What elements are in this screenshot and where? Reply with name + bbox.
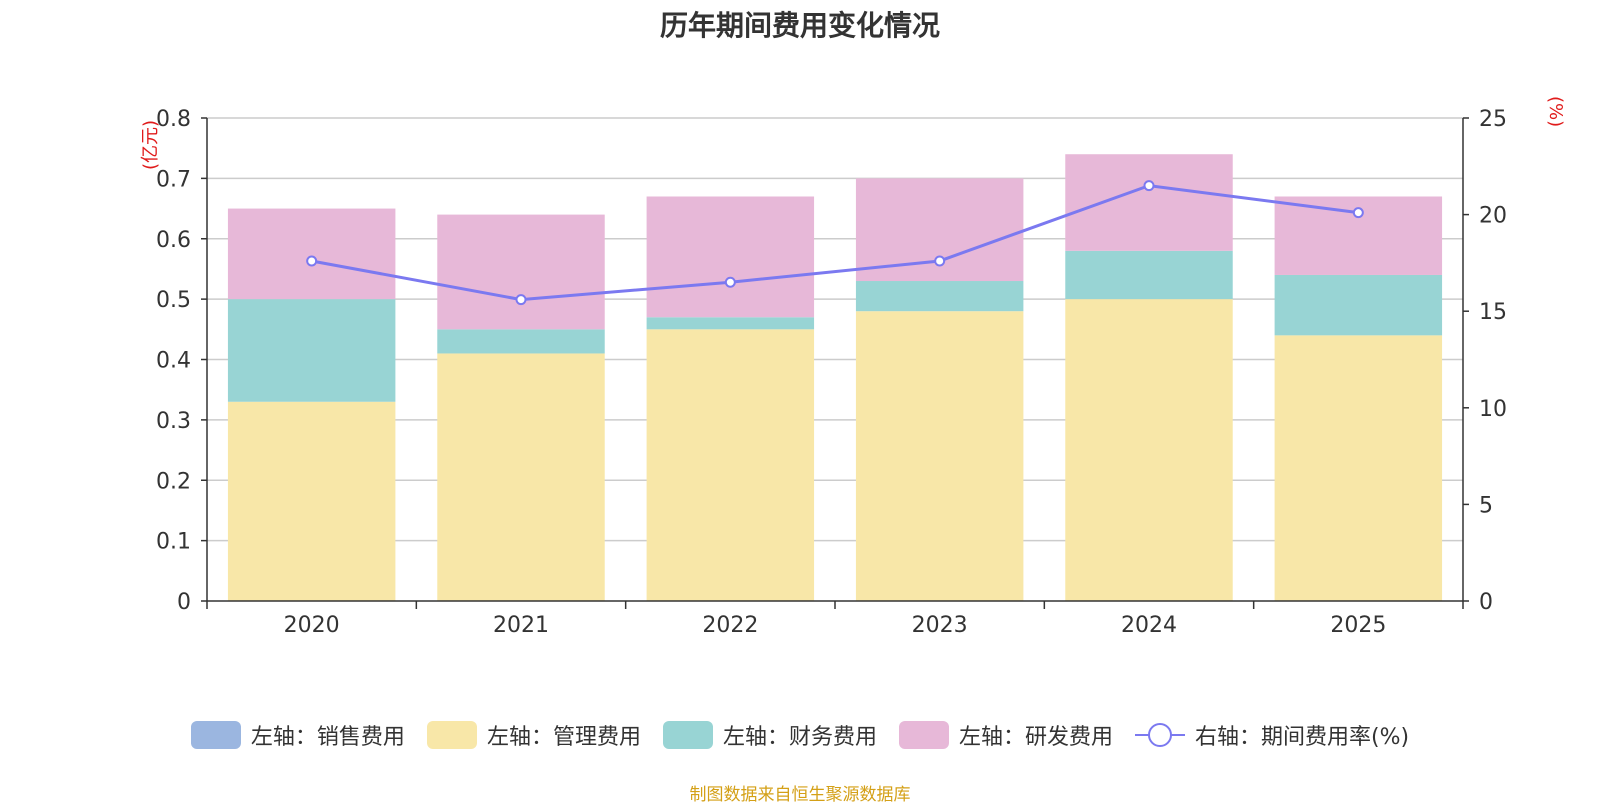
bar-segment-3 (646, 317, 815, 330)
x-axis-tick-label: 2020 (284, 613, 340, 638)
right-axis-tick-label: 20 (1479, 204, 1507, 229)
legend-item-expense-rate[interactable]: 右轴：期间费用率(%) (1134, 719, 1410, 751)
bar-segment-2 (855, 311, 1024, 601)
left-axis-tick-label: 0.6 (156, 228, 191, 253)
bar-segment-2 (646, 329, 815, 601)
expense-rate-line (311, 184, 1359, 302)
left-axis-tick-label: 0.3 (156, 409, 191, 434)
right-axis-tick-label: 25 (1479, 107, 1507, 132)
legend-item-sales[interactable]: 左轴：销售费用 (190, 719, 405, 751)
x-axis-tick-label: 2021 (493, 613, 549, 638)
bar-segment-3 (1065, 250, 1233, 300)
expense-rate-point (1143, 180, 1155, 192)
bar-segment-4 (437, 214, 605, 330)
expense-rate-point (934, 255, 946, 267)
legend-label-finance: 左轴：财务费用 (722, 725, 877, 750)
legend-label-sales: 左轴：销售费用 (250, 725, 405, 750)
source-note: 制图数据来自恒生聚源数据库 (689, 785, 911, 805)
bar-segment-3 (1274, 274, 1443, 336)
legend-label-admin: 左轴：管理费用 (486, 725, 641, 750)
right-axis-tick-label: 5 (1479, 493, 1493, 518)
x-axis-tick-label: 2022 (702, 613, 758, 638)
bar-segment-2 (1065, 299, 1233, 601)
expense-rate-point (306, 255, 318, 267)
bar-segment-4 (227, 208, 396, 300)
bar-segment-3 (855, 281, 1024, 312)
legend-swatch-finance (662, 721, 713, 749)
bar-segment-2 (1274, 335, 1443, 601)
left-axis-tick-label: 0.8 (156, 107, 191, 132)
bar-segment-2 (227, 401, 396, 601)
expense-rate-point (515, 294, 527, 306)
left-axis-tick-label: 0.5 (156, 288, 191, 313)
legend-label-expense-rate: 右轴：期间费用率(%) (1194, 725, 1410, 750)
bar-segment-3 (437, 329, 605, 354)
x-axis-tick-label: 2023 (912, 613, 968, 638)
bar-segment-2 (437, 353, 605, 601)
left-axis-tick-label: 0.2 (156, 469, 191, 494)
legend-swatch-admin (426, 721, 477, 749)
expense-rate-point (724, 276, 736, 288)
right-axis-tick-label: 0 (1479, 590, 1493, 615)
x-axis-tick-label: 2024 (1121, 613, 1177, 638)
left-axis-tick-label: 0.1 (156, 530, 191, 555)
legend: 左轴：销售费用 左轴：管理费用 左轴：财务费用 左轴：研发费用 右轴：期间费用率… (0, 719, 1600, 751)
bar-segment-4 (1065, 154, 1233, 251)
bar-segment-4 (646, 196, 815, 318)
chart-title: 历年期间费用变化情况 (659, 9, 940, 42)
left-axis-tick-label: 0.7 (156, 167, 191, 192)
x-axis-tick-label: 2025 (1330, 613, 1386, 638)
legend-swatch-rnd (898, 721, 949, 749)
legend-label-rnd: 左轴：研发费用 (958, 725, 1113, 750)
legend-line-marker-icon (1134, 721, 1185, 749)
legend-swatch-sales (190, 721, 241, 749)
left-axis-tick-label: 0 (177, 590, 191, 615)
legend-item-rnd[interactable]: 左轴：研发费用 (898, 719, 1113, 751)
legend-item-finance[interactable]: 左轴：财务费用 (662, 719, 877, 751)
expense-rate-point (1352, 207, 1364, 219)
bar-segment-3 (227, 299, 396, 402)
legend-item-admin[interactable]: 左轴：管理费用 (426, 719, 641, 751)
right-axis-tick-label: 15 (1479, 300, 1507, 325)
left-axis-tick-label: 0.4 (156, 349, 191, 374)
right-axis-tick-label: 10 (1479, 397, 1507, 422)
